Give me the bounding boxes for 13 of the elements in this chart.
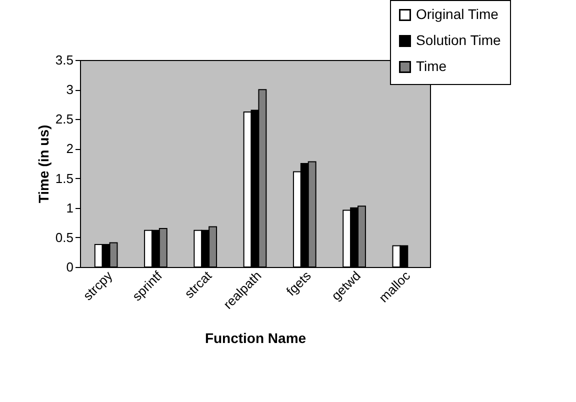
x-axis-title: Function Name (204, 330, 306, 346)
y-tick-label: 2.5 (55, 112, 74, 127)
y-tick-label: 0.5 (55, 230, 74, 245)
y-tick-label: 1 (66, 200, 74, 216)
legend-label: Solution Time (416, 32, 502, 48)
y-tick-label: 0 (66, 260, 74, 274)
legend-label: Original Time (416, 6, 499, 22)
y-tick-label: 3 (66, 82, 74, 98)
y-tick-label: 2 (66, 141, 74, 156)
y-tick-label: 3.5 (55, 52, 74, 68)
legend-label: Time (416, 58, 447, 74)
y-axis-title: Time (in us) (35, 124, 52, 204)
y-tick-label: 1.5 (55, 170, 74, 186)
